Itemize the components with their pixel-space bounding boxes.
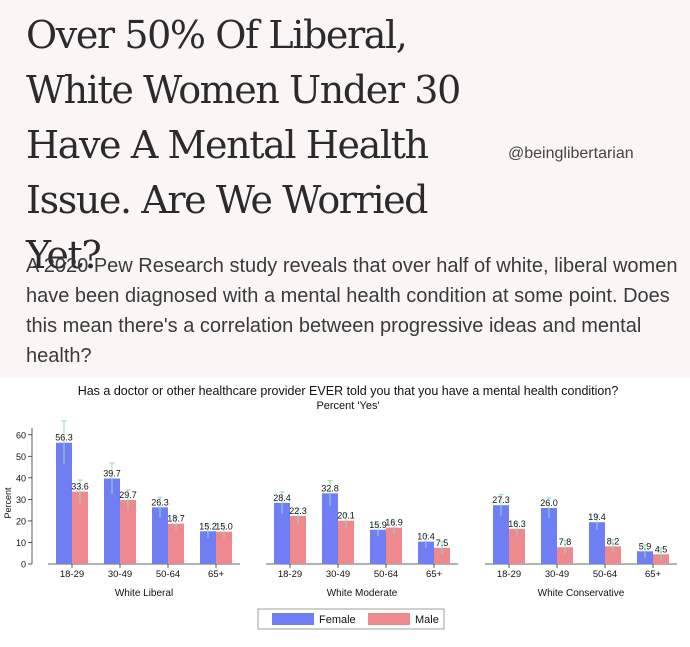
- data-label-female: 27.3: [492, 495, 510, 505]
- bar-male: [168, 523, 184, 564]
- group-label: White Conservative: [538, 588, 625, 599]
- bar-male: [216, 531, 232, 564]
- bar-female: [589, 522, 605, 564]
- x-tick-label: 50-64: [593, 569, 617, 580]
- chart-subtitle: Percent 'Yes': [316, 400, 379, 412]
- bar-female: [541, 508, 557, 564]
- plot-area: 0 10 20 30 40 50 60 White Liberal 18-29 56.3 33.6 3…: [16, 420, 677, 599]
- y-tick-label: 50: [16, 452, 26, 462]
- x-tick-label: 30-49: [326, 569, 350, 580]
- data-label-male: 22.3: [289, 506, 307, 516]
- article-headline: Over 50% Of Liberal, White Women Under 3…: [26, 13, 461, 277]
- x-tick-label: 18-29: [278, 569, 302, 580]
- data-label-female: 19.4: [588, 512, 606, 522]
- bar-female: [418, 541, 434, 564]
- x-tick-label: 18-29: [60, 569, 84, 580]
- bar-female: [200, 531, 216, 564]
- data-label-female: 15.9: [369, 520, 387, 530]
- bar-female: [493, 505, 509, 564]
- bar-male: [120, 500, 136, 564]
- data-label-male: 18.7: [167, 514, 185, 524]
- article-header: Over 50% Of Liberal, White Women Under 3…: [26, 13, 678, 367]
- x-tick-label: 65+: [426, 569, 443, 580]
- data-label-female: 28.4: [273, 493, 291, 503]
- chart-title: Has a doctor or other healthcare provide…: [78, 384, 619, 398]
- y-tick-label: 0: [21, 560, 26, 570]
- x-tick-label: 18-29: [497, 569, 521, 580]
- data-label-male: 20.1: [337, 511, 355, 521]
- y-tick-label: 60: [16, 430, 26, 440]
- x-tick-label: 30-49: [108, 569, 132, 580]
- legend-swatch-male: [368, 613, 410, 625]
- x-tick-label: 65+: [645, 569, 662, 580]
- article-dek: A 2020 Pew Research study reveals that o…: [26, 255, 678, 367]
- data-label-female: 15.2: [199, 521, 217, 531]
- x-tick-label: 50-64: [374, 569, 398, 580]
- bar-male: [338, 520, 354, 564]
- legend-label-male: Male: [415, 614, 439, 626]
- y-tick-label: 10: [16, 538, 26, 548]
- data-label-male: 7.5: [436, 538, 449, 548]
- bar-female: [274, 502, 290, 564]
- data-label-male: 8.2: [607, 536, 620, 546]
- data-label-female: 39.7: [103, 468, 121, 478]
- bar-male: [290, 515, 306, 564]
- bar-male: [605, 546, 621, 564]
- legend: Female Male: [257, 608, 445, 630]
- data-label-female: 10.4: [417, 532, 435, 542]
- legend-label-female: Female: [319, 614, 356, 626]
- x-tick-label: 30-49: [545, 569, 569, 580]
- data-label-male: 15.0: [215, 522, 233, 532]
- bar-female: [152, 507, 168, 564]
- y-tick-label: 30: [16, 495, 26, 505]
- group-label: White Moderate: [327, 588, 398, 599]
- data-label-female: 32.8: [321, 483, 339, 493]
- x-tick-label: 65+: [208, 569, 225, 580]
- bar-chart: Has a doctor or other healthcare provide…: [3, 384, 677, 630]
- bar-male: [557, 547, 573, 564]
- y-axis-label: Percent: [3, 487, 13, 519]
- data-label-male: 4.5: [655, 544, 668, 554]
- data-label-female: 26.0: [540, 498, 558, 508]
- bar-male: [509, 528, 525, 564]
- data-label-male: 16.3: [508, 519, 526, 529]
- bar-female: [104, 478, 120, 564]
- data-label-male: 7.8: [559, 537, 572, 547]
- bar-male: [72, 491, 88, 564]
- bar-female: [56, 442, 72, 564]
- bar-male: [434, 547, 450, 564]
- data-label-male: 33.6: [71, 482, 89, 492]
- data-label-female: 5.9: [639, 541, 652, 551]
- bar-male: [386, 527, 402, 564]
- bar-female: [370, 529, 386, 564]
- data-label-male: 16.9: [385, 518, 403, 528]
- data-label-female: 26.3: [151, 497, 169, 507]
- data-label-female: 56.3: [55, 433, 73, 443]
- x-tick-label: 50-64: [156, 569, 180, 580]
- source-handle: @beinglibertarian: [508, 145, 634, 162]
- bar-female: [322, 493, 338, 564]
- y-tick-label: 20: [16, 516, 26, 526]
- data-label-male: 29.7: [119, 490, 137, 500]
- group-label: White Liberal: [115, 588, 173, 599]
- y-tick-label: 40: [16, 473, 26, 483]
- legend-swatch-female: [272, 613, 314, 625]
